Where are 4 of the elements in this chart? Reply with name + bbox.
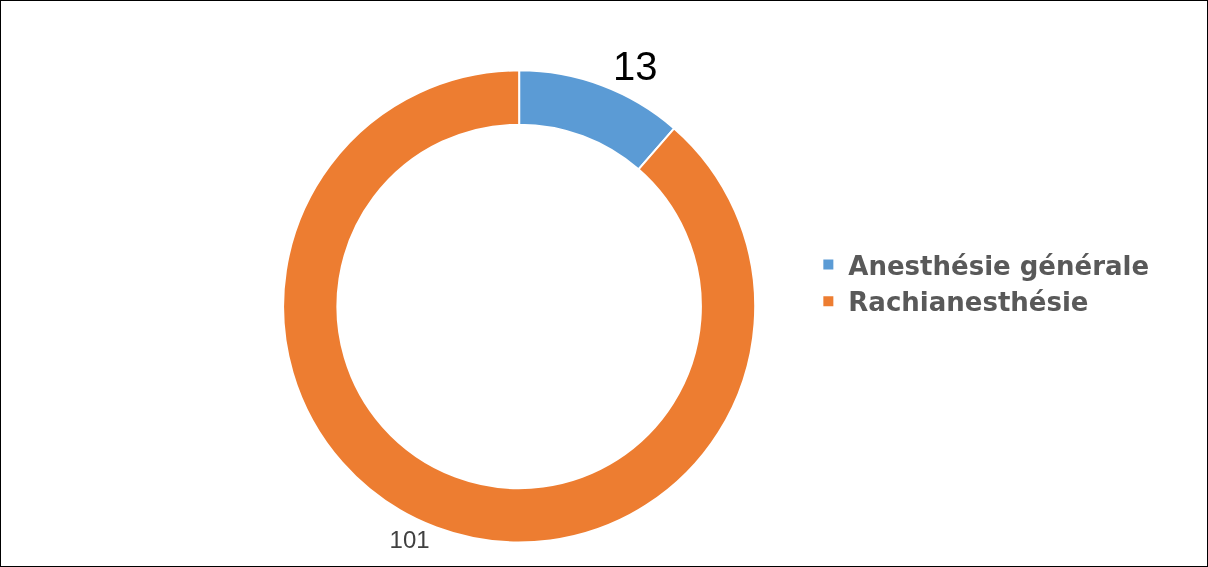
legend-label: Rachianesthésie (848, 287, 1089, 318)
data-label: 13 (612, 44, 658, 89)
legend-label: Anesthésie générale (848, 250, 1150, 281)
data-label: 101 (389, 525, 430, 553)
